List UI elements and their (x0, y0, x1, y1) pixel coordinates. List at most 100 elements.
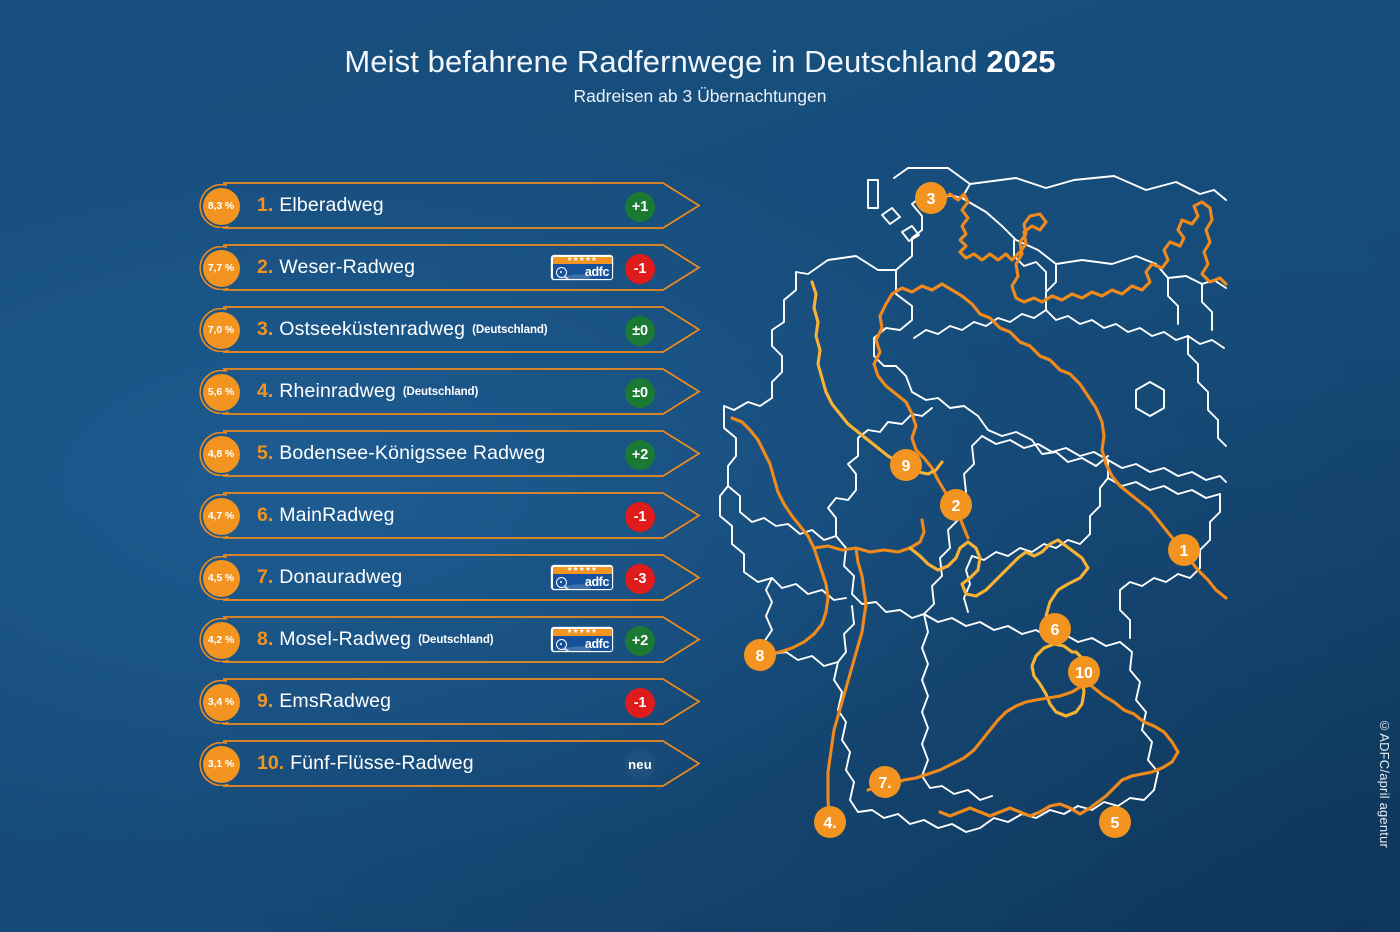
map-marker-4[interactable]: 4. (814, 806, 846, 838)
percentage-value: 4,2 % (207, 634, 235, 646)
magnifier-icon (555, 266, 567, 278)
rank-number: 4. (257, 380, 274, 402)
adfc-badge-body: adfc (552, 574, 612, 589)
adfc-badge-inner: ★★★★★ adfc (552, 256, 612, 279)
route-name: Ostseeküstenradweg (279, 318, 466, 340)
row-arrow-outline (223, 616, 701, 663)
ranking-row[interactable]: 4,2 % 8. Mosel-Radweg (Deutschland) +2 ★★★★★ a… (195, 616, 705, 663)
percentage-badge: 4,2 % (197, 618, 249, 662)
rank-number: 1. (257, 194, 274, 216)
rank-number: 5. (257, 442, 274, 464)
percentage-circle: 7,0 % (202, 311, 240, 349)
ranking-row[interactable]: 5,6 % 4. Rheinradweg (Deutschland) ±0 (195, 368, 705, 415)
route-3-ostseekuestenradweg (919, 192, 1228, 304)
adfc-badge-body: adfc (552, 636, 612, 651)
percentage-badge: 3,4 % (197, 680, 249, 724)
percentage-ring (199, 308, 229, 352)
ranking-row[interactable]: 4,8 % 5. Bodensee-Königssee Radweg +2 (195, 430, 705, 477)
row-arrow-outline (223, 182, 701, 229)
ranking-row[interactable]: 7,0 % 3. Ostseeküstenradweg (Deutschland) ±0 (195, 306, 705, 353)
percentage-value: 7,7 % (207, 262, 235, 274)
route-9-emsradweg (810, 280, 944, 476)
route-8-mosel-radweg (730, 416, 830, 658)
route-5-bodensee-koenigssee-radweg (938, 678, 1180, 818)
percentage-ring (199, 184, 229, 228)
rank-change-badge: -1 (625, 253, 655, 284)
map-marker-3[interactable]: 3 (915, 182, 947, 214)
ranking-row[interactable]: 3,1 % 10. Fünf-Flüsse-Radweg neu (195, 740, 705, 787)
map-marker-10[interactable]: 10 (1068, 656, 1100, 688)
map-markers: 3 9 2 1 6 8 10 7. 4. 5 (744, 182, 1200, 838)
copyright-credit: ©ADFC/april agentur (1377, 718, 1392, 849)
percentage-circle: 3,1 % (202, 745, 240, 783)
percentage-badge: 7,7 % (197, 246, 249, 290)
magnifier-dot-icon (559, 581, 562, 583)
route-label: 5. Bodensee-Königssee Radweg (257, 430, 545, 477)
map-marker-5[interactable]: 5 (1099, 806, 1131, 838)
map-marker-2[interactable]: 2 (940, 489, 972, 521)
percentage-circle: 7,7 % (202, 249, 240, 287)
rank-number: 10. (257, 752, 285, 774)
map-marker-9[interactable]: 9 (890, 449, 922, 481)
adfc-wordmark: adfc (584, 575, 610, 589)
rank-change-badge: -1 (625, 687, 655, 718)
ranking-row[interactable]: 4,5 % 7. Donauradweg -3 ★★★★★ adfc (195, 554, 705, 601)
row-arrow-outline (223, 554, 701, 601)
percentage-circle: 5,6 % (202, 373, 240, 411)
svg-text:4.: 4. (823, 815, 836, 832)
map-marker-7[interactable]: 7. (869, 766, 901, 798)
percentage-circle: 4,7 % (202, 497, 240, 535)
route-label: 1. Elberadweg (257, 182, 384, 229)
route-name: MainRadweg (279, 504, 395, 526)
adfc-badge-inner: ★★★★★ adfc (552, 566, 612, 589)
route-6-mainradweg (908, 538, 1090, 628)
row-arrow-outline (223, 678, 701, 725)
adfc-quality-badge: ★★★★★ adfc (551, 627, 613, 652)
row-arrow-outline (223, 430, 701, 477)
route-name-suffix: (Deutschland) (402, 385, 479, 398)
percentage-badge: 8,3 % (197, 184, 249, 228)
percentage-ring (199, 556, 229, 600)
percentage-ring (199, 494, 229, 538)
route-4-rheinradweg-south (826, 546, 868, 814)
route-name: Rheinradweg (279, 380, 396, 402)
ranking-row[interactable]: 4,7 % 6. MainRadweg -1 (195, 492, 705, 539)
rank-number: 6. (257, 504, 274, 526)
svg-text:5: 5 (1111, 815, 1120, 832)
percentage-value: 4,5 % (207, 572, 235, 584)
route-label: 2. Weser-Radweg (257, 244, 415, 291)
rank-change-badge: +1 (625, 191, 655, 222)
percentage-value: 4,8 % (207, 448, 235, 460)
map-marker-1[interactable]: 1 (1168, 534, 1200, 566)
route-name: Bodensee-Königssee Radweg (279, 442, 546, 464)
percentage-badge: 5,6 % (197, 370, 249, 414)
ranking-row[interactable]: 3,4 % 9. EmsRadweg -1 (195, 678, 705, 725)
route-name-suffix: (Deutschland) (418, 633, 494, 646)
map-marker-8[interactable]: 8 (744, 639, 776, 671)
row-arrow-outline (223, 306, 701, 353)
percentage-circle: 4,5 % (202, 559, 240, 597)
svg-text:6: 6 (1051, 622, 1060, 639)
rank-change-badge: ±0 (625, 315, 655, 346)
map-marker-6[interactable]: 6 (1039, 613, 1071, 645)
route-label: 9. EmsRadweg (257, 678, 391, 725)
cycle-routes (730, 192, 1228, 818)
adfc-quality-badge: ★★★★★ adfc (551, 255, 613, 280)
ranking-list: 8,3 % 1. Elberadweg +1 7,7 % 2. Weser-Radweg -1… (195, 182, 705, 787)
rank-number: 9. (257, 690, 274, 712)
rank-change-badge: +2 (625, 625, 655, 656)
percentage-ring (199, 370, 229, 414)
percentage-value: 8,3 % (207, 200, 235, 212)
row-arrow-outline (223, 492, 701, 539)
percentage-circle: 4,8 % (202, 435, 240, 473)
ranking-row[interactable]: 8,3 % 1. Elberadweg +1 (195, 182, 705, 229)
route-7-donauradweg (866, 684, 1084, 792)
page-title: Meist befahrene Radfernwege in Deutschla… (0, 44, 1400, 80)
percentage-badge: 4,8 % (197, 432, 249, 476)
svg-text:8: 8 (756, 648, 765, 665)
percentage-circle: 3,4 % (202, 683, 240, 721)
percentage-badge: 4,5 % (197, 556, 249, 600)
page-title-main: Meist befahrene Radfernwege in Deutschla… (344, 44, 987, 79)
route-name: Fünf-Flüsse-Radweg (290, 752, 474, 774)
ranking-row[interactable]: 7,7 % 2. Weser-Radweg -1 ★★★★★ adfc (195, 244, 705, 291)
